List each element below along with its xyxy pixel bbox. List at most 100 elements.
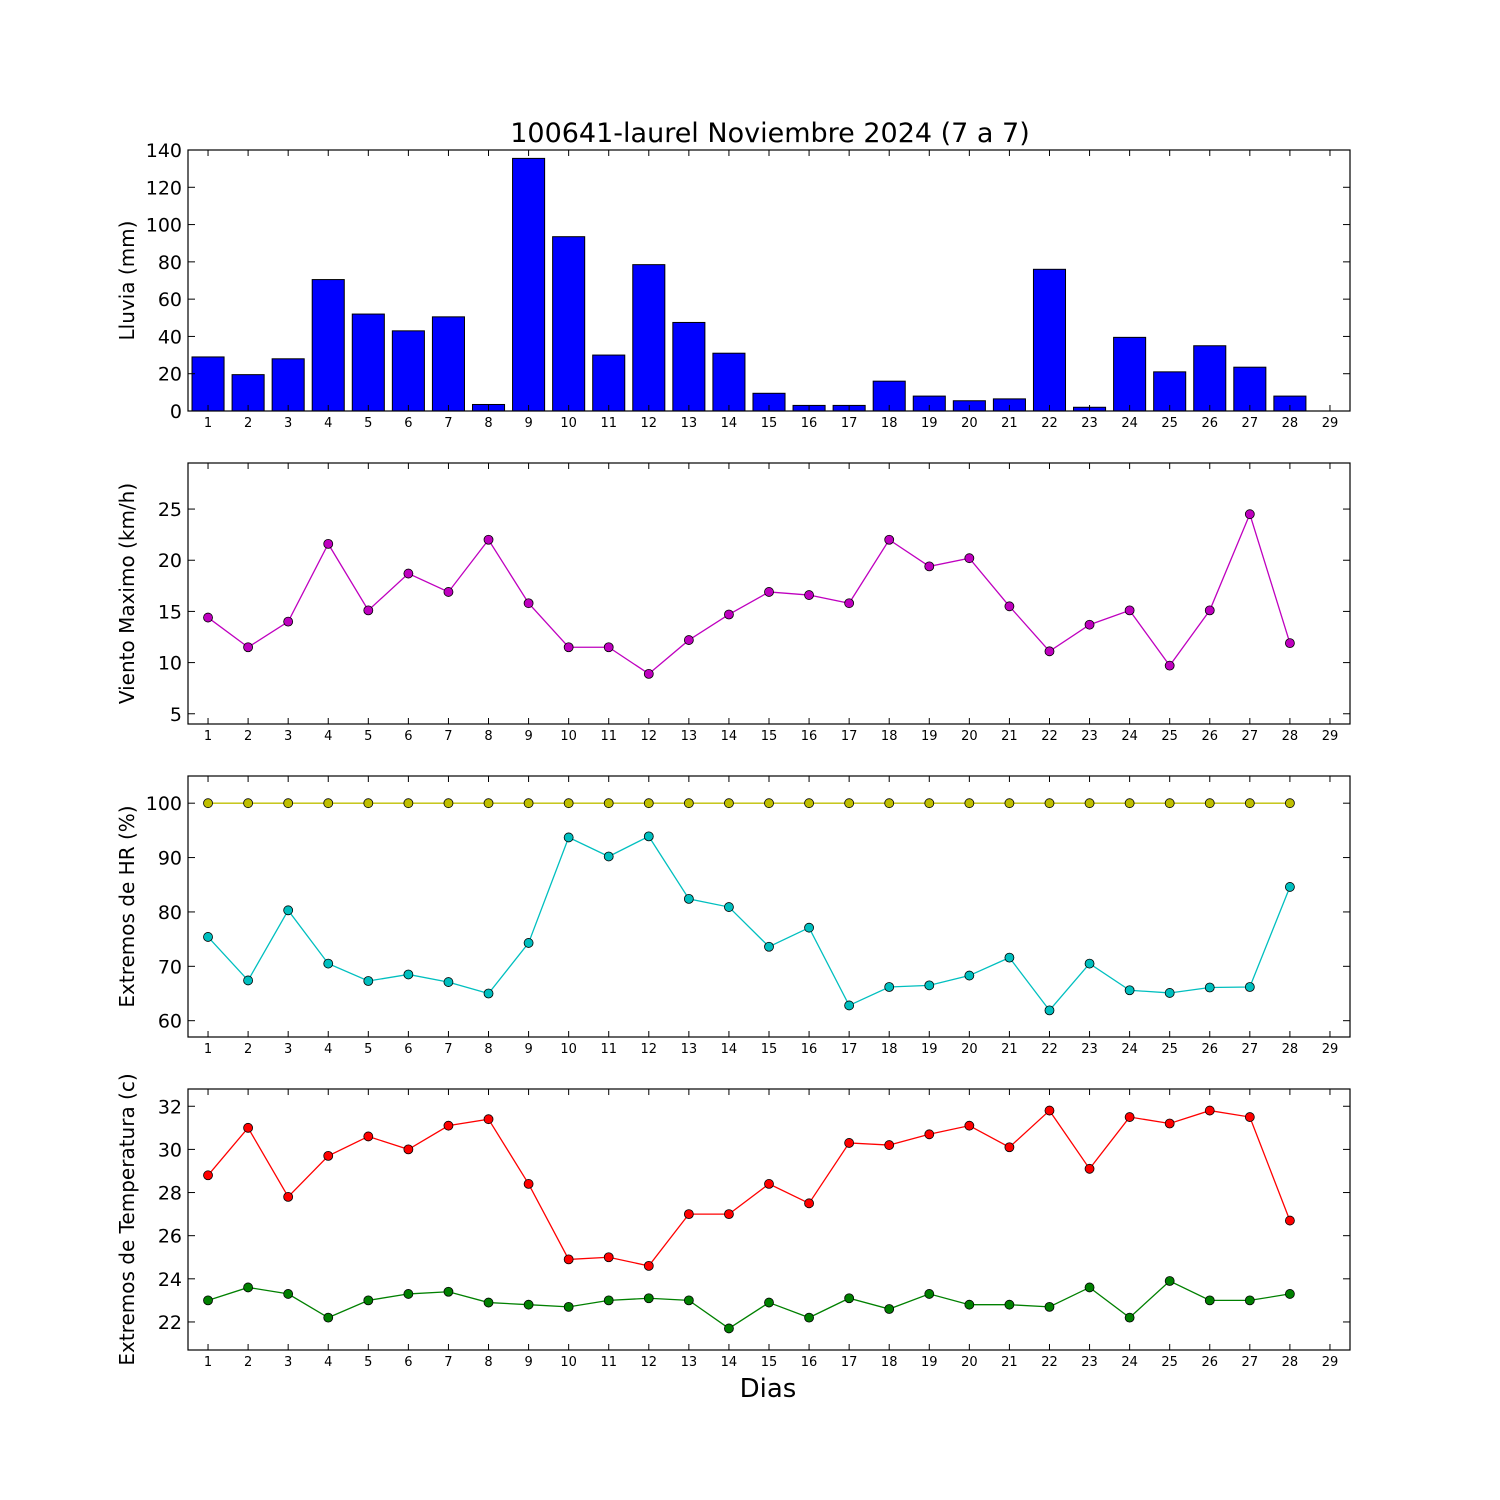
y-tick-label: 80: [158, 902, 182, 924]
data-point: [563, 798, 574, 809]
data-point: [523, 598, 534, 609]
data-point: [924, 980, 935, 991]
data-point: [443, 1286, 454, 1297]
data-point: [523, 798, 534, 809]
x-tick-label: 14: [721, 1042, 738, 1057]
y-tick-label: 40: [158, 326, 182, 348]
data-point: [443, 977, 454, 987]
y-tick-label: 26: [158, 1226, 182, 1248]
x-tick-label: 23: [1081, 1042, 1098, 1057]
x-tick-label: 1: [204, 1355, 212, 1370]
x-tick-label: 6: [404, 1355, 412, 1370]
y-tick-label: 30: [158, 1139, 182, 1161]
x-tick-label: 14: [721, 1355, 738, 1370]
y-tick-label: 28: [158, 1183, 182, 1205]
data-point: [243, 1282, 254, 1293]
humidity-chart: 1 2 3 4 5 6 7 8 9 10 11 12 13 14 15 16 17 18 19 20 21 22 23 24 2…: [115, 775, 1351, 1057]
x-tick-label: 28: [1282, 729, 1299, 744]
data-point: [1124, 605, 1135, 616]
data-point: [1164, 1276, 1175, 1286]
x-tick-label: 22: [1041, 729, 1058, 744]
data-point: [603, 642, 614, 653]
x-tick-label: 6: [404, 729, 412, 744]
data-point: [804, 1198, 814, 1209]
data-point: [363, 1295, 374, 1306]
data-point: [683, 798, 694, 809]
x-tick-label: 5: [364, 416, 372, 431]
x-tick-label: 12: [641, 729, 658, 744]
data-point: [203, 932, 213, 942]
data-point: [683, 1209, 694, 1220]
data-point: [1244, 798, 1255, 809]
data-point: [443, 587, 454, 597]
x-tick-label: 2: [244, 416, 252, 431]
data-point: [283, 1289, 294, 1299]
data-point: [323, 1312, 334, 1323]
x-tick-label: 17: [841, 1355, 858, 1370]
x-tick-label: 4: [324, 1042, 332, 1057]
data-point: [1044, 646, 1055, 657]
x-tick-label: 18: [881, 729, 898, 744]
data-point: [203, 798, 213, 809]
x-tick-label: 28: [1282, 416, 1299, 431]
data-point: [1164, 988, 1175, 998]
data-point: [643, 1260, 654, 1271]
x-tick-label: 16: [801, 416, 818, 431]
x-tick-label: 25: [1161, 416, 1178, 431]
rain-chart: 1 2 3 4 5 6 7 8 9 10 11 12 13 14 15 16 17 18 19 20 21 22 23 24 2…: [115, 140, 1351, 431]
x-tick-label: 14: [721, 729, 738, 744]
data-point: [283, 798, 294, 809]
data-point: [804, 590, 814, 600]
data-point: [1084, 1163, 1095, 1174]
data-point: [724, 902, 734, 912]
data-point: [1204, 798, 1215, 809]
series-line: [207, 835, 1291, 1012]
x-tick-label: 23: [1081, 1355, 1098, 1370]
series-line: [207, 1280, 1291, 1330]
temperature-chart: 1 2 3 4 5 6 7 8 9 10 11 12 13 14 15 16 17 18 19 20 21 22 23 24 2…: [115, 1073, 1351, 1370]
data-point: [1244, 1295, 1255, 1306]
x-tick-label: 8: [484, 729, 492, 744]
x-tick-label: 11: [600, 1042, 617, 1057]
data-point: [1124, 1112, 1135, 1122]
data-point: [603, 798, 614, 809]
data-point: [724, 798, 734, 809]
x-tick-label: 8: [484, 1042, 492, 1057]
x-tick-label: 13: [681, 416, 698, 431]
data-point: [483, 1114, 494, 1125]
wind-chart: 1 2 3 4 5 6 7 8 9 10 11 12 13 14 15 16 17 18 19 20 21 22 23 24 2…: [115, 462, 1351, 744]
rain-bar: [191, 356, 225, 412]
x-tick-label: 9: [524, 416, 532, 431]
data-point: [243, 975, 254, 986]
data-point: [724, 609, 734, 620]
data-point: [1285, 798, 1295, 809]
data-point: [724, 1323, 734, 1334]
x-tick-label: 11: [600, 416, 617, 431]
y-tick-label: 80: [158, 252, 182, 274]
data-point: [363, 605, 374, 616]
data-point: [924, 561, 935, 572]
x-tick-label: 6: [404, 416, 412, 431]
x-tick-label: 4: [324, 416, 332, 431]
data-point: [884, 1140, 895, 1150]
y-axis-label: Extremos de Temperatura (c): [115, 1073, 139, 1365]
x-tick-label: 8: [484, 416, 492, 431]
x-tick-label: 20: [961, 416, 978, 431]
x-tick-label: 6: [404, 1042, 412, 1057]
data-point: [884, 798, 895, 809]
x-tick-label: 24: [1121, 729, 1138, 744]
x-tick-label: 29: [1322, 416, 1339, 431]
x-tick-label: 7: [444, 729, 452, 744]
y-tick-label: 70: [158, 956, 182, 978]
x-tick-label: 2: [244, 1042, 252, 1057]
x-tick-label: 10: [560, 1355, 577, 1370]
x-tick-label: 18: [881, 1042, 898, 1057]
data-point: [924, 798, 935, 809]
x-tick-label: 21: [1001, 729, 1018, 744]
data-point: [443, 1120, 454, 1131]
data-point: [643, 798, 654, 809]
data-point: [1004, 952, 1015, 963]
rain-bar: [592, 354, 626, 412]
data-point: [1204, 982, 1215, 993]
data-point: [924, 1129, 935, 1140]
